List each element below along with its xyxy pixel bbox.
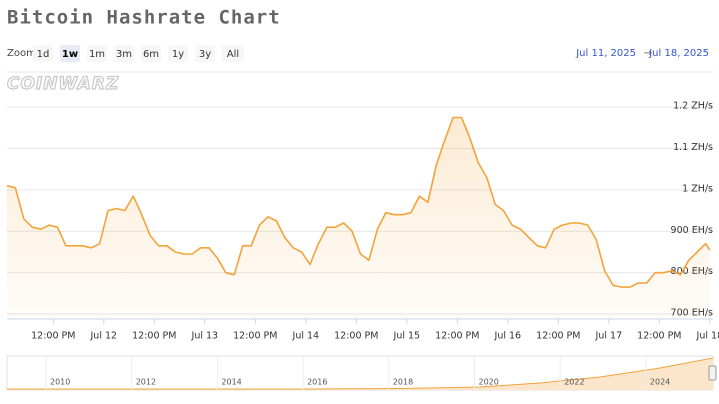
zoom-button-label[interactable]: 3m [116, 49, 132, 60]
navigator-label: 2022 [564, 378, 584, 387]
x-tick-label: 12:00 PM [31, 331, 75, 342]
navigator-label: 2016 [307, 378, 327, 387]
zoom-buttons: 1d 1w 1m 3m 6m 1y 3y All [33, 45, 244, 62]
y-tick-label: 1.2 ZH/s [673, 101, 713, 112]
plot [6, 116, 711, 319]
zoom-button[interactable] [168, 45, 188, 62]
x-tick-label: Jul 12 [90, 331, 118, 342]
zoom-label: Zoom [7, 48, 36, 59]
zoom-button[interactable] [114, 45, 134, 62]
navigator-label: 2020 [479, 378, 499, 387]
navigator-line [7, 357, 714, 390]
navigator-label: 2012 [136, 378, 156, 387]
navigator-label: 2024 [650, 378, 670, 387]
x-tick-label: 12:00 PM [536, 331, 580, 342]
x-tick-label: Jul 15 [393, 331, 421, 342]
x-tick-label: Jul 18 [696, 331, 719, 342]
zoom-button-label[interactable]: 1m [89, 49, 105, 60]
x-tick-label: 12:00 PM [435, 331, 479, 342]
x-tick-label: 12:00 PM [132, 331, 176, 342]
zoom-button-label[interactable]: 1w [62, 49, 78, 60]
x-tick-label: Jul 16 [494, 331, 522, 342]
y-tick-label: 1 ZH/s [682, 183, 713, 194]
navigator: 2010 2012 2014 2016 2018 2020 2022 2024 [6, 355, 717, 391]
y-tick-label: 900 EH/s [671, 225, 713, 236]
line [6, 116, 711, 288]
area-fill [7, 117, 710, 319]
y-tick-label: 1.1 ZH/s [673, 142, 713, 153]
navigator-handle[interactable] [708, 365, 717, 381]
navigator-label: 2014 [221, 378, 241, 387]
zoom-button-label[interactable]: 3y [199, 49, 211, 60]
zoom-button[interactable] [195, 45, 215, 62]
navigator-label: 2010 [50, 378, 70, 387]
range-separator: → [644, 48, 652, 59]
chart-title: Bitcoin Hashrate Chart [7, 7, 281, 29]
zoom-button-label[interactable]: 1y [172, 49, 184, 60]
zoom-button[interactable] [87, 45, 107, 62]
x-axis: 12:00 PM Jul 12 12:00 PM Jul 13 12:00 PM Jul … [7, 318, 719, 342]
watermark: COINWARZ [7, 74, 119, 94]
zoom-button-label[interactable]: 1d [37, 49, 50, 60]
zoom-button-label[interactable]: All [227, 49, 239, 60]
zoom-button[interactable] [33, 45, 53, 62]
navigator-label: 2018 [393, 378, 413, 387]
x-tick-label: Jul 14 [292, 331, 320, 342]
range-to[interactable]: Jul 18, 2025 [648, 48, 709, 59]
zoom-button[interactable] [222, 45, 244, 62]
zoom-button-label[interactable]: 6m [143, 49, 159, 60]
range-from[interactable]: Jul 11, 2025 [575, 48, 636, 59]
zoom-button[interactable] [60, 45, 80, 62]
x-tick-label: 12:00 PM [233, 331, 277, 342]
x-tick-label: 12:00 PM [637, 331, 681, 342]
x-tick-label: 12:00 PM [334, 331, 378, 342]
x-tick-label: Jul 13 [191, 331, 219, 342]
x-tick-label: Jul 17 [595, 331, 623, 342]
navigator-area [7, 358, 713, 390]
zoom-button[interactable] [141, 45, 161, 62]
